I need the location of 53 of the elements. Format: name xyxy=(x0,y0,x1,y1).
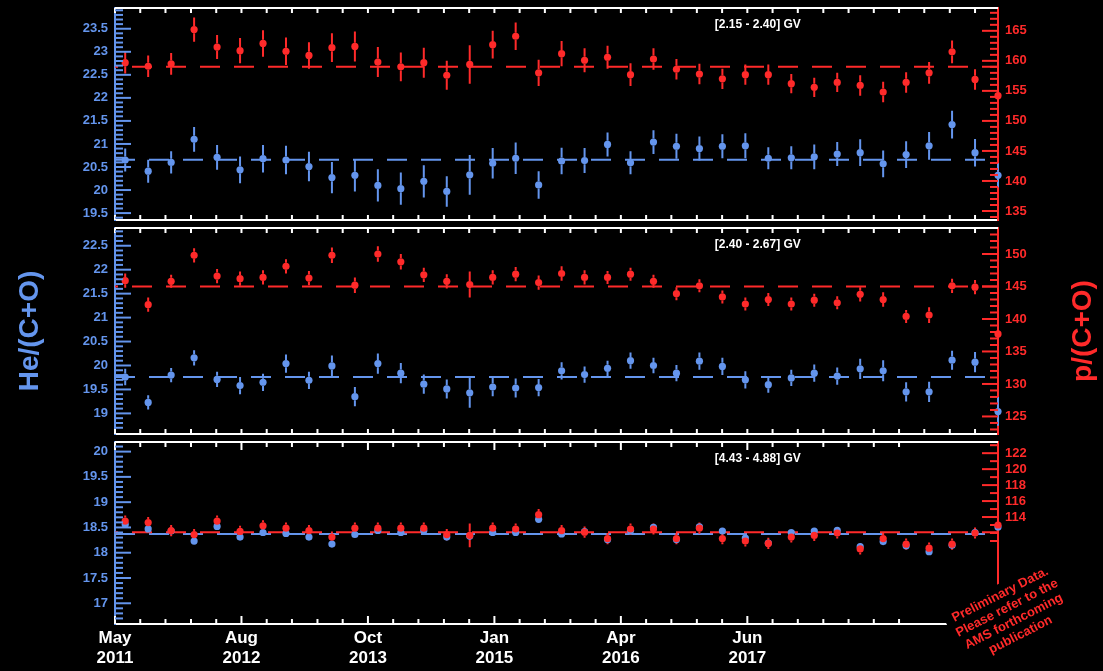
y2-tick-label: 165 xyxy=(1005,22,1027,38)
y2-tick-label: 120 xyxy=(1005,460,1027,476)
y-tick-label: 20 xyxy=(93,443,108,459)
y2-tick-label: 114 xyxy=(1005,508,1027,524)
y2-tick-label: 140 xyxy=(1005,310,1027,326)
y-tick-label: 21 xyxy=(93,309,108,325)
y2-tick-label: 122 xyxy=(1005,444,1027,460)
y2-tick-label: 135 xyxy=(1005,202,1027,218)
y2-tick-label: 160 xyxy=(1005,52,1027,68)
text: [2.15 - 2.40] GV xyxy=(714,17,801,32)
y2-tick-label: 150 xyxy=(1005,245,1027,261)
y-tick-label: 20 xyxy=(93,357,108,373)
x-tick-label: Aug 2012 xyxy=(222,627,261,668)
y2-tick-label: 130 xyxy=(1005,375,1027,391)
y-tick-label: 20.5 xyxy=(82,333,108,349)
x-tick-label: Jan 2015 xyxy=(475,627,514,668)
y2-tick-label: 118 xyxy=(1005,476,1026,492)
y2-tick-label: 150 xyxy=(1005,112,1027,128)
y-tick-label: 21 xyxy=(93,135,108,151)
y2-tick-label: 116 xyxy=(1005,492,1026,508)
text: [4.43 - 4.88] GV xyxy=(714,451,801,466)
y-axis-title: He/(C+O) xyxy=(12,270,44,392)
x-tick-label: May 2011 xyxy=(96,627,134,668)
x-tick-label: Oct 2013 xyxy=(349,627,387,668)
y2-tick-label: 140 xyxy=(1005,172,1027,188)
y-tick-label: 21.5 xyxy=(82,285,108,301)
y-tick-label: 22.5 xyxy=(82,237,108,253)
y-tick-label: 17 xyxy=(93,594,108,610)
y-tick-label: 17.5 xyxy=(82,569,108,585)
y2-tick-label: 145 xyxy=(1005,142,1027,158)
y-tick-label: 22 xyxy=(93,261,108,277)
x-tick-label: Jun 2017 xyxy=(728,627,767,668)
y-tick-label: 20 xyxy=(93,181,108,197)
y-tick-label: 23 xyxy=(93,43,108,59)
y-tick-label: 22.5 xyxy=(82,66,108,82)
y-tick-label: 20.5 xyxy=(82,158,108,174)
y-tick-label: 23.5 xyxy=(82,20,108,36)
y2-tick-label: 155 xyxy=(1005,82,1027,98)
y-tick-label: 19.5 xyxy=(82,468,108,484)
y-tick-label: 19 xyxy=(93,493,108,509)
y-tick-label: 22 xyxy=(93,89,108,105)
y-tick-label: 19.5 xyxy=(82,381,108,397)
x-tick-label: Apr 2016 xyxy=(601,627,640,668)
y2-axis-title: p/(C+O) xyxy=(1065,280,1097,382)
y2-tick-label: 145 xyxy=(1005,278,1027,294)
text: [2.40 - 2.67] GV xyxy=(714,237,801,252)
y-tick-label: 21.5 xyxy=(82,112,108,128)
y2-tick-label: 125 xyxy=(1005,408,1027,424)
y2-tick-label: 135 xyxy=(1005,343,1027,359)
y-tick-label: 18.5 xyxy=(82,519,108,535)
y-tick-label: 19.5 xyxy=(82,204,108,220)
y-tick-label: 19 xyxy=(93,404,108,420)
y-tick-label: 18 xyxy=(93,544,108,560)
